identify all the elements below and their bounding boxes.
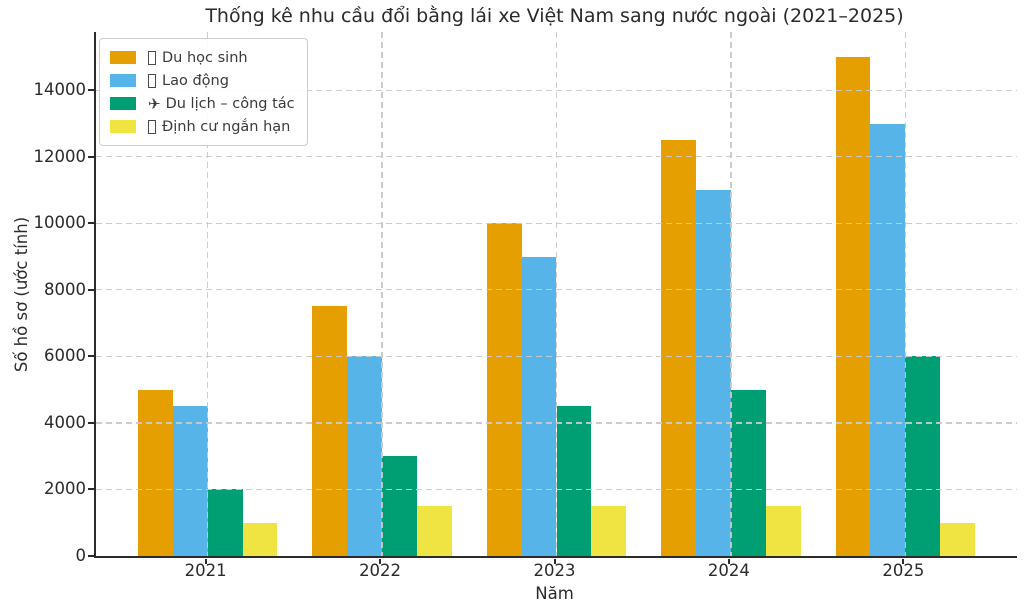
- legend-label: Định cư ngắn hạn: [162, 118, 291, 135]
- y-tick-mark: [88, 488, 94, 491]
- legend-label: Du học sinh: [162, 49, 248, 66]
- missing-glyph-icon: [148, 50, 156, 65]
- x-tick-label: 2021: [184, 561, 227, 580]
- chart-title: Thống kê nhu cầu đổi bằng lái xe Việt Na…: [205, 5, 904, 27]
- x-tick-mark: [727, 558, 730, 564]
- y-tick-label: 0: [75, 546, 87, 565]
- bar-2025-series1: [870, 123, 906, 556]
- legend-item: Lao động: [110, 69, 295, 92]
- legend-item: ✈ Du lịch – công tác: [110, 92, 295, 115]
- y-tick-mark: [88, 288, 94, 291]
- missing-glyph-icon: [148, 73, 156, 88]
- legend-label: Du lịch – công tác: [165, 95, 295, 112]
- airplane-icon: ✈: [148, 94, 161, 113]
- legend-swatch: [110, 51, 136, 64]
- x-tick-label: 2023: [533, 561, 576, 580]
- y-tick-label: 2000: [44, 479, 86, 499]
- x-tick-label: 2024: [707, 561, 750, 580]
- legend-swatch: [110, 97, 136, 110]
- bar-2024-series0: [661, 140, 697, 556]
- legend-swatch: [110, 74, 136, 87]
- y-tick-mark: [88, 421, 94, 424]
- y-tick-mark: [88, 355, 94, 358]
- y-tick-label: 8000: [44, 279, 86, 299]
- missing-glyph-icon: [148, 119, 156, 134]
- bars-layer: [96, 32, 1017, 556]
- y-axis-label: Số hồ sơ (ước tính): [12, 216, 32, 372]
- bar-2023-series2: [556, 406, 592, 556]
- y-tick-label: 12000: [33, 146, 87, 166]
- bar-2024-series1: [696, 190, 731, 556]
- bar-2025-series0: [835, 56, 871, 556]
- x-tick-mark: [204, 558, 207, 564]
- bar-2021-series0: [137, 389, 173, 556]
- bar-2022-series2: [382, 456, 417, 556]
- x-tick-label: 2022: [359, 561, 402, 580]
- y-tick-label: 10000: [33, 213, 87, 233]
- y-tick-label: 4000: [44, 412, 86, 432]
- legend-item: Định cư ngắn hạn: [110, 115, 295, 138]
- y-tick-mark: [88, 155, 94, 158]
- x-tick-mark: [379, 558, 382, 564]
- legend-label: Lao động: [162, 72, 229, 89]
- bar-2023-series1: [521, 256, 557, 556]
- x-axis-label: Năm: [535, 584, 574, 603]
- bar-2021-series2: [207, 489, 243, 556]
- x-tick-label: 2025: [882, 561, 925, 580]
- y-tick-label: 14000: [33, 80, 87, 100]
- bar-2023-series0: [486, 223, 522, 556]
- x-tick-mark: [553, 558, 556, 564]
- x-tick-mark: [902, 558, 905, 564]
- y-tick-mark: [88, 222, 94, 225]
- bar-2023-series3: [591, 506, 627, 556]
- bar-2025-series3: [940, 522, 976, 556]
- bar-2024-series2: [730, 389, 766, 556]
- bar-2022-series1: [347, 356, 383, 556]
- bar-2021-series1: [172, 406, 208, 556]
- legend: Du học sinh Lao động ✈ Du lịch – công tác Đị…: [99, 38, 308, 146]
- bar-2022-series0: [312, 306, 348, 556]
- bar-2022-series3: [416, 506, 452, 556]
- bar-2024-series3: [765, 506, 801, 556]
- y-tick-label: 6000: [44, 346, 86, 366]
- bar-2025-series2: [905, 356, 941, 556]
- legend-swatch: [110, 120, 136, 133]
- legend-item: Du học sinh: [110, 46, 295, 69]
- y-tick-mark: [88, 555, 94, 557]
- bar-2021-series3: [242, 522, 278, 556]
- plot-area: Du học sinh Lao động ✈ Du lịch – công tác Đị…: [94, 32, 1017, 558]
- y-tick-mark: [88, 89, 94, 92]
- y-axis-label-box: Số hồ sơ (ước tính): [6, 32, 38, 556]
